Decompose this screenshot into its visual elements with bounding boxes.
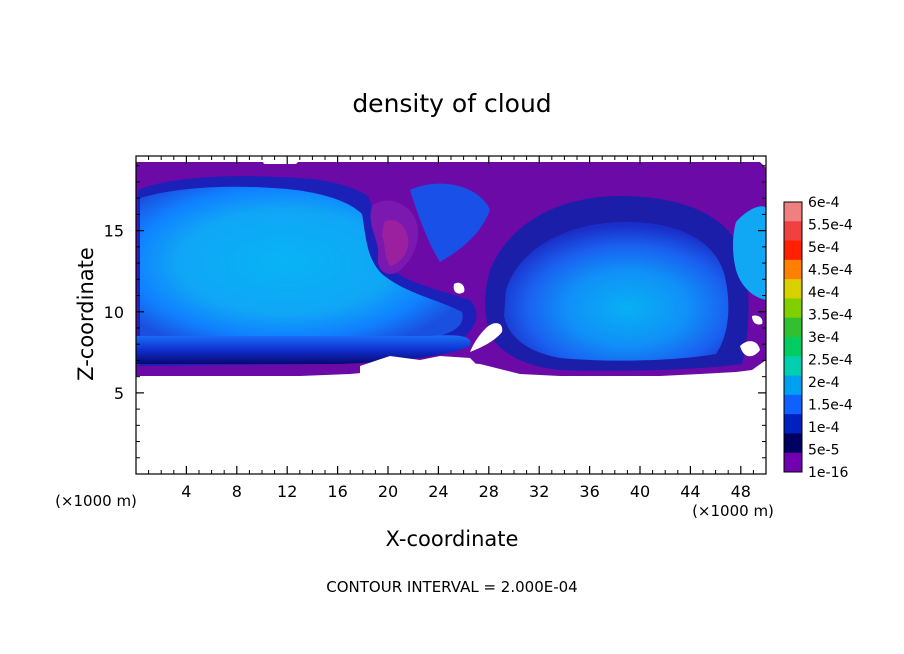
x-tick-label: 20 <box>378 482 398 501</box>
colorbar-frame <box>783 201 803 473</box>
colorbar-label: 4.5e-4 <box>808 263 853 279</box>
colorbar-swatch <box>784 259 802 280</box>
colorbar-label: 2e-4 <box>808 375 840 391</box>
colorbar-label: 1.5e-4 <box>808 398 853 414</box>
colorbar-label: 1e-16 <box>808 465 848 481</box>
y-axis-label: Z-coordinate <box>74 247 98 381</box>
colorbar-label: 6e-4 <box>808 195 840 211</box>
heatmap-field <box>136 156 766 474</box>
y-axis-ticks: 5 10 15 <box>104 165 766 459</box>
cloud-cell-edge <box>733 206 766 300</box>
colorbar-swatch <box>784 240 802 261</box>
contour-interval-note: CONTOUR INTERVAL = 2.000E-04 <box>326 578 577 596</box>
x-axis-ticks: 4 8 12 16 20 24 28 32 36 40 44 48 <box>148 156 754 501</box>
x-tick-label: 16 <box>327 482 347 501</box>
colorbar-swatch <box>784 298 802 319</box>
colorbar-swatch <box>784 356 802 376</box>
x-tick-label: 24 <box>428 482 448 501</box>
colorbar-label: 3e-4 <box>808 330 840 346</box>
colorbar-swatch <box>784 414 802 434</box>
x-tick-label: 44 <box>680 482 700 501</box>
colorbar-label: 4e-4 <box>808 285 840 301</box>
colorbar-label: 5e-4 <box>808 240 840 256</box>
chart-title: density of cloud <box>352 89 551 118</box>
x-tick-label: 48 <box>731 482 751 501</box>
colorbar-swatch <box>784 375 802 396</box>
x-axis-unit-left: (×1000 m) <box>55 492 137 510</box>
cloud-cell-right <box>504 222 729 361</box>
cloud-base-band <box>136 335 471 364</box>
x-axis-label: X-coordinate <box>386 527 519 551</box>
colorbar-label: 1e-4 <box>808 420 840 436</box>
colorbar-swatch <box>784 452 802 473</box>
cloud-swirl-core <box>382 219 409 266</box>
colorbar-label: 5e-5 <box>808 443 839 459</box>
cloud-cell-left <box>140 186 463 344</box>
colorbar-swatch <box>784 317 802 338</box>
colorbar-swatch <box>784 279 802 299</box>
colorbar-swatch <box>784 337 802 357</box>
y-tick-label: 5 <box>114 384 124 403</box>
y-tick-label: 15 <box>104 222 124 241</box>
x-tick-label: 28 <box>479 482 499 501</box>
x-tick-label: 8 <box>232 482 242 501</box>
y-tick-label: 10 <box>104 303 124 322</box>
colorbar-swatch <box>784 202 802 222</box>
cloud-column <box>410 183 490 262</box>
x-tick-label: 40 <box>630 482 650 501</box>
colorbar-label: 2.5e-4 <box>808 353 853 369</box>
x-axis-unit-right: (×1000 m) <box>692 502 774 520</box>
x-tick-label: 4 <box>181 482 191 501</box>
x-tick-label: 12 <box>277 482 297 501</box>
colorbar-swatch <box>784 433 802 454</box>
colorbar-label: 3.5e-4 <box>808 308 853 324</box>
x-tick-label: 32 <box>529 482 549 501</box>
colorbar-label: 5.5e-4 <box>808 218 853 234</box>
colorbar: 6e-4 5.5e-4 5e-4 4.5e-4 4e-4 3.5e-4 3e-4 2.5e-4… <box>783 195 853 481</box>
colorbar-swatch <box>784 221 802 241</box>
cloud-gaps <box>136 156 766 474</box>
x-tick-label: 36 <box>579 482 599 501</box>
colorbar-swatch <box>784 394 802 415</box>
